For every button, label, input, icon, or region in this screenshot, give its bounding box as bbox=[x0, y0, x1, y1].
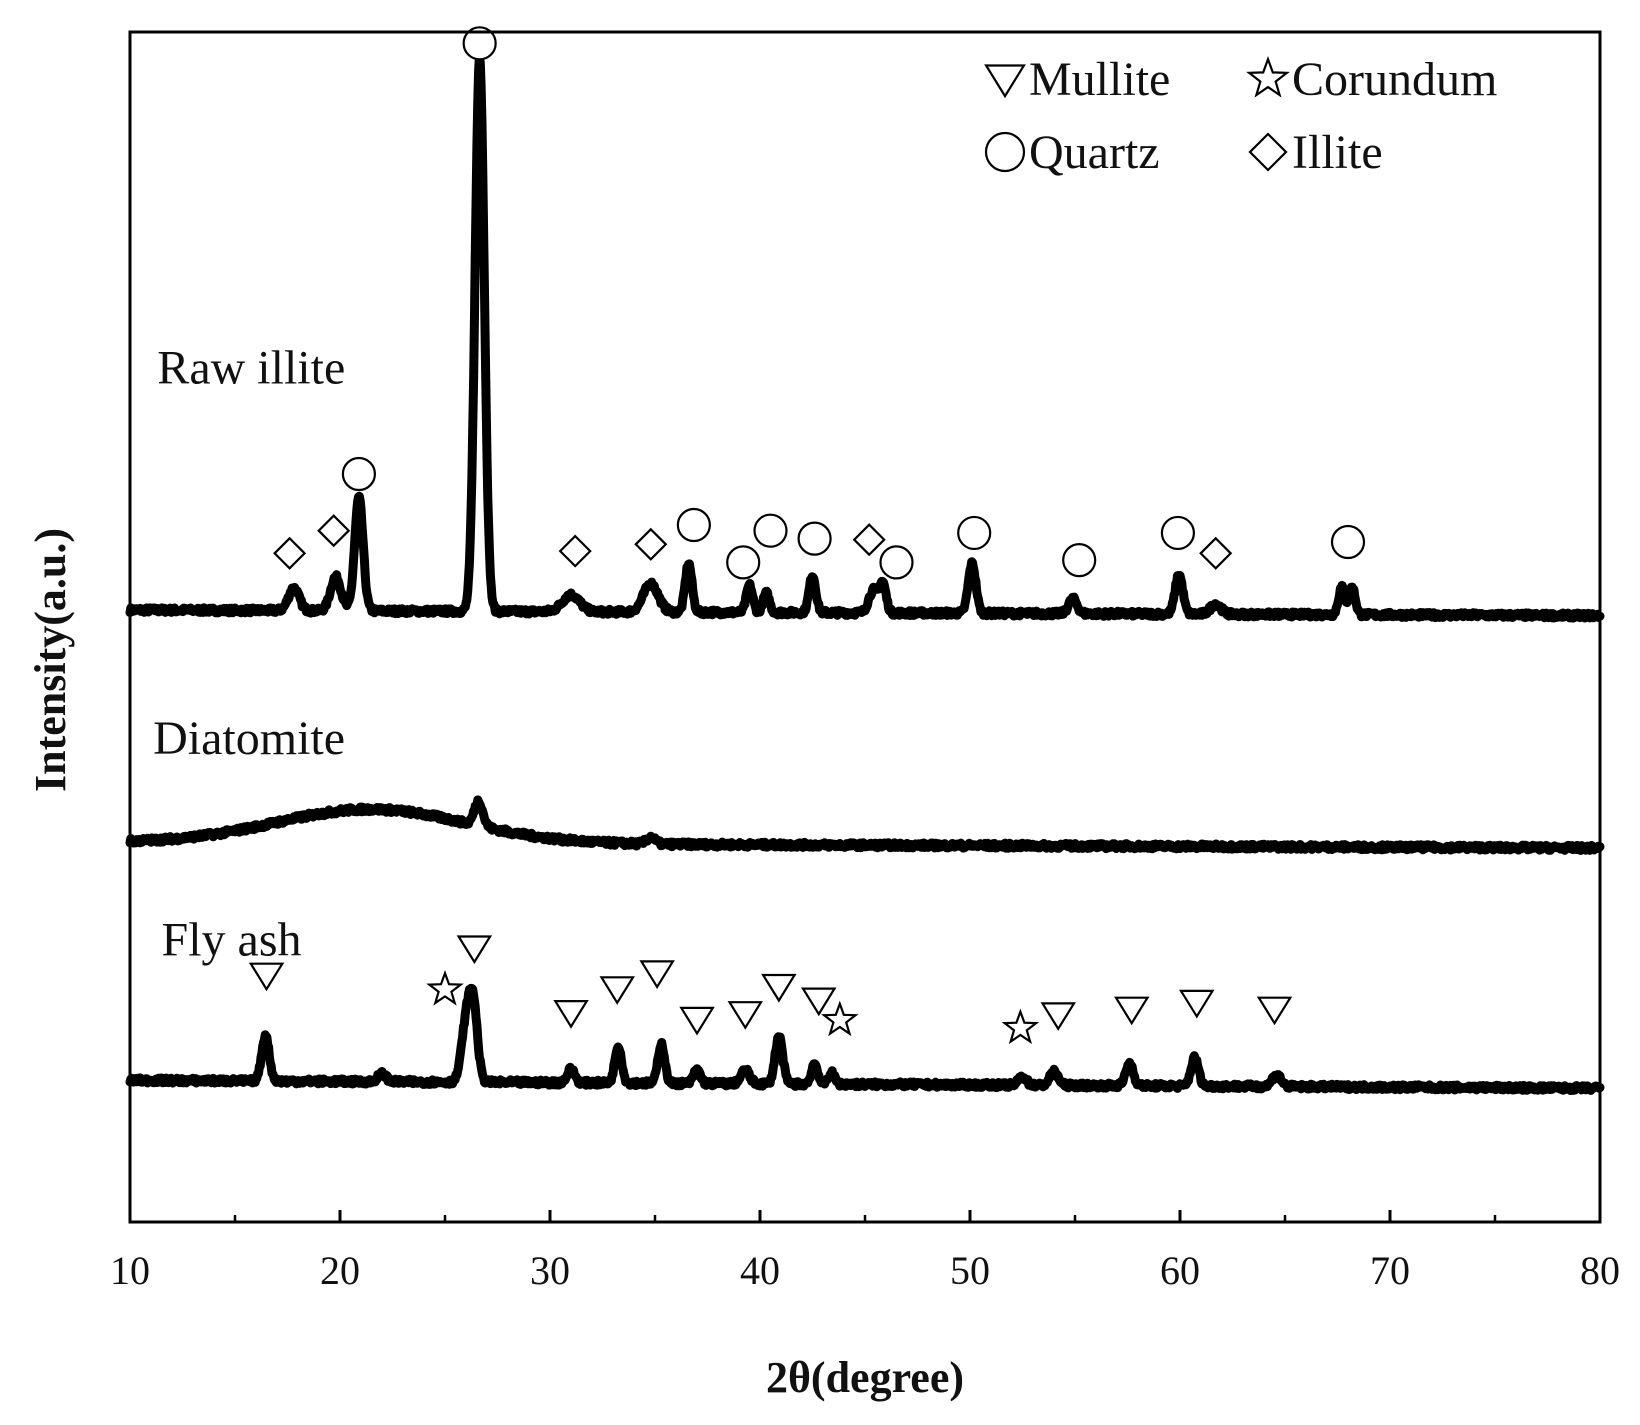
triangle-down-marker bbox=[1114, 996, 1150, 1026]
legend-star-icon bbox=[1246, 55, 1290, 98]
series-label-diatomite: Diatomite bbox=[153, 712, 345, 765]
triangle-down-marker bbox=[727, 1001, 763, 1030]
circle-marker bbox=[753, 513, 788, 548]
diamond-marker bbox=[558, 534, 592, 568]
series-label-raw-illite: Raw illite bbox=[157, 341, 345, 394]
star-marker bbox=[426, 969, 464, 1006]
trace-raw-illite bbox=[125, 52, 1605, 623]
circle-marker bbox=[1062, 543, 1097, 578]
legend-triangle-down-icon bbox=[984, 64, 1026, 99]
triangle-down-marker bbox=[679, 1006, 715, 1036]
triangle-down-marker bbox=[1256, 996, 1293, 1026]
x-ticks: 10 20 30 40 50 60 70 80 bbox=[110, 1210, 1620, 1293]
series-labels: Raw illite Diatomite Fly ash bbox=[153, 341, 345, 966]
star-marker bbox=[821, 1000, 859, 1037]
circle-marker bbox=[726, 545, 761, 580]
star-marker bbox=[1001, 1008, 1040, 1045]
x-tick-label-30: 30 bbox=[530, 1248, 570, 1293]
trace-fly-ash bbox=[125, 983, 1605, 1095]
traces bbox=[125, 52, 1605, 1095]
legend-label-illite: Illite bbox=[1292, 126, 1383, 179]
circle-marker bbox=[797, 521, 832, 556]
x-tick-label-20: 20 bbox=[320, 1248, 360, 1293]
diamond-marker bbox=[852, 523, 886, 557]
circle-marker bbox=[1160, 515, 1196, 551]
trace-diatomite bbox=[125, 795, 1605, 855]
diamond-marker bbox=[317, 514, 351, 548]
triangle-down-marker bbox=[1179, 989, 1215, 1019]
diamond-marker bbox=[634, 527, 668, 561]
circle-marker bbox=[1330, 524, 1366, 560]
legend-circle-icon bbox=[984, 131, 1026, 173]
diamond-marker bbox=[1199, 536, 1233, 570]
legend-label-quartz: Quartz bbox=[1029, 126, 1160, 179]
diamond-marker bbox=[273, 536, 307, 570]
circle-marker bbox=[462, 26, 497, 61]
phase-markers bbox=[248, 26, 1366, 1045]
circle-marker bbox=[879, 545, 914, 580]
x-axis-title: 2θ(degree) bbox=[766, 1353, 964, 1402]
legend-diamond-icon bbox=[1248, 132, 1288, 172]
triangle-down-marker bbox=[1040, 1002, 1076, 1031]
y-axis-title: Intensity(a.u.) bbox=[26, 528, 75, 792]
triangle-down-marker bbox=[599, 976, 635, 1005]
plot-frame bbox=[128, 30, 1602, 1224]
x-tick-label-50: 50 bbox=[950, 1248, 990, 1293]
x-tick-label-70: 70 bbox=[1370, 1248, 1410, 1293]
triangle-down-marker bbox=[761, 973, 797, 1003]
triangle-down-marker bbox=[639, 960, 675, 989]
triangle-down-marker bbox=[248, 962, 285, 992]
legend-label-corundum: Corundum bbox=[1292, 53, 1497, 106]
x-tick-label-80: 80 bbox=[1580, 1248, 1620, 1293]
circle-marker bbox=[341, 456, 376, 492]
x-tick-label-10: 10 bbox=[110, 1248, 150, 1293]
triangle-down-marker bbox=[456, 935, 493, 965]
legend-label-mullite: Mullite bbox=[1029, 53, 1170, 106]
x-tick-label-60: 60 bbox=[1160, 1248, 1200, 1293]
triangle-down-marker bbox=[553, 999, 589, 1029]
x-tick-label-40: 40 bbox=[740, 1248, 780, 1293]
series-label-fly-ash: Fly ash bbox=[162, 914, 302, 967]
triangle-down-marker bbox=[801, 987, 837, 1017]
circle-marker bbox=[957, 515, 992, 551]
legend: Mullite Corundum Quartz Illite bbox=[984, 53, 1497, 179]
circle-marker bbox=[676, 507, 711, 543]
